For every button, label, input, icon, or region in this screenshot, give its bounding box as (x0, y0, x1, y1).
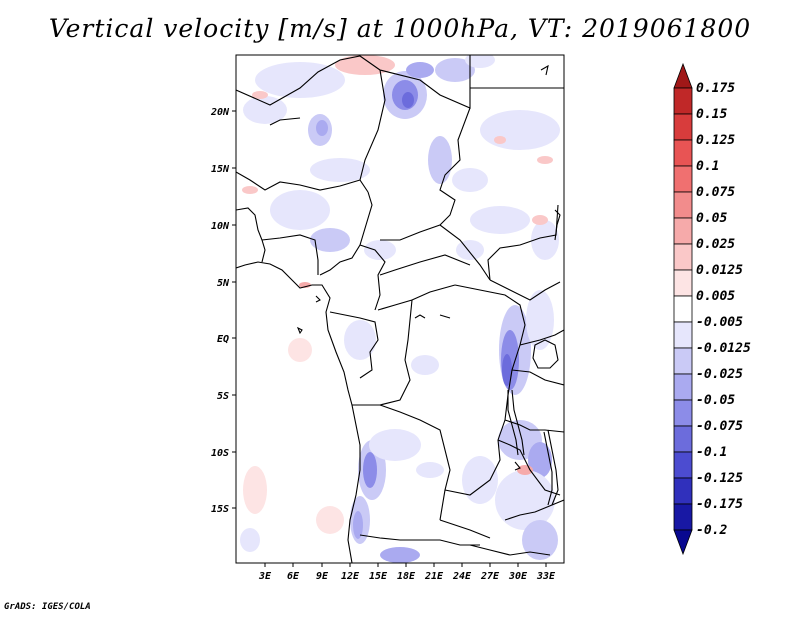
colorbar-swatch (673, 451, 693, 479)
colorbar-label: -0.075 (696, 419, 743, 434)
map-plot (235, 54, 565, 564)
latitude-axis: 20N 15N 10N 5N EQ 5S 10S 15S (210, 107, 236, 515)
colorbar-top-arrow (673, 62, 693, 89)
colorbar-label: 0.0125 (696, 263, 743, 278)
lon-label: 21E (424, 571, 444, 582)
colorbar-label: 0.05 (696, 211, 727, 226)
lat-label: 20N (210, 107, 230, 118)
colorbar-swatch (673, 503, 693, 531)
colorbar-swatch (673, 269, 693, 297)
colorbar-label: 0.005 (696, 289, 735, 304)
map-frame (235, 54, 565, 564)
colorbar-label: 0.15 (696, 107, 727, 122)
colorbar-label: 0.1 (696, 159, 719, 174)
lon-label: 9E (316, 571, 329, 582)
colorbar-label: 0.075 (696, 185, 735, 200)
lon-label: 27E (480, 571, 500, 582)
colorbar-label: -0.2 (696, 523, 727, 538)
colorbar-label: -0.05 (696, 393, 735, 408)
colorbar-label: -0.125 (696, 471, 743, 486)
colorbar-swatch (673, 191, 693, 219)
colorbar-label: -0.1 (696, 445, 727, 460)
colorbar-swatch (673, 321, 693, 349)
chart-title: Vertical velocity [m/s] at 1000hPa, VT: … (48, 14, 752, 43)
colorbar-label: -0.025 (696, 367, 743, 382)
lon-label: 3E (258, 571, 272, 582)
grads-credit: GrADS: IGES/COLA (4, 602, 91, 612)
colorbar-swatch (673, 477, 693, 505)
longitude-axis: 3E 6E 9E 12E 15E 18E 21E 24E 27E 30E 33E (258, 563, 556, 582)
colorbar-bottom-arrow (673, 529, 693, 556)
colorbar-swatch (673, 113, 693, 141)
lat-label: EQ (217, 334, 229, 345)
colorbar-swatch (673, 347, 693, 375)
colorbar-swatch (673, 243, 693, 271)
colorbar-label: 0.025 (696, 237, 735, 252)
colorbar-swatch (673, 425, 693, 453)
lat-label: 15S (211, 504, 229, 515)
country-boundaries (236, 55, 564, 563)
colorbar-label: -0.175 (696, 497, 743, 512)
colorbar-swatch (673, 373, 693, 401)
lat-label: 15N (211, 164, 230, 175)
colorbar-label: -0.0125 (696, 341, 751, 356)
colorbar-label: -0.005 (696, 315, 743, 330)
lon-label: 6E (287, 571, 300, 582)
colorbar-swatch (673, 87, 693, 115)
velocity-field (240, 55, 560, 563)
colorbar-label: 0.125 (696, 133, 735, 148)
colorbar-label: 0.175 (696, 81, 735, 96)
colorbar-swatch (673, 399, 693, 427)
lat-label: 10N (211, 221, 230, 232)
colorbar-swatch (673, 165, 693, 193)
lat-label: 5N (217, 278, 230, 289)
lat-label: 5S (217, 391, 229, 402)
colorbar-swatch (673, 295, 693, 323)
colorbar: 0.175 0.15 0.125 0.1 0.075 0.05 0.025 0.0125 0.0… (673, 62, 751, 556)
colorbar-swatch (673, 139, 693, 167)
lon-label: 30E (508, 571, 528, 582)
lon-label: 12E (341, 571, 360, 582)
lon-label: 24E (452, 571, 472, 582)
lon-label: 18E (397, 571, 416, 582)
lon-label: 33E (536, 571, 556, 582)
colorbar-swatch (673, 217, 693, 245)
lon-label: 15E (369, 571, 388, 582)
lat-label: 10S (211, 448, 229, 459)
